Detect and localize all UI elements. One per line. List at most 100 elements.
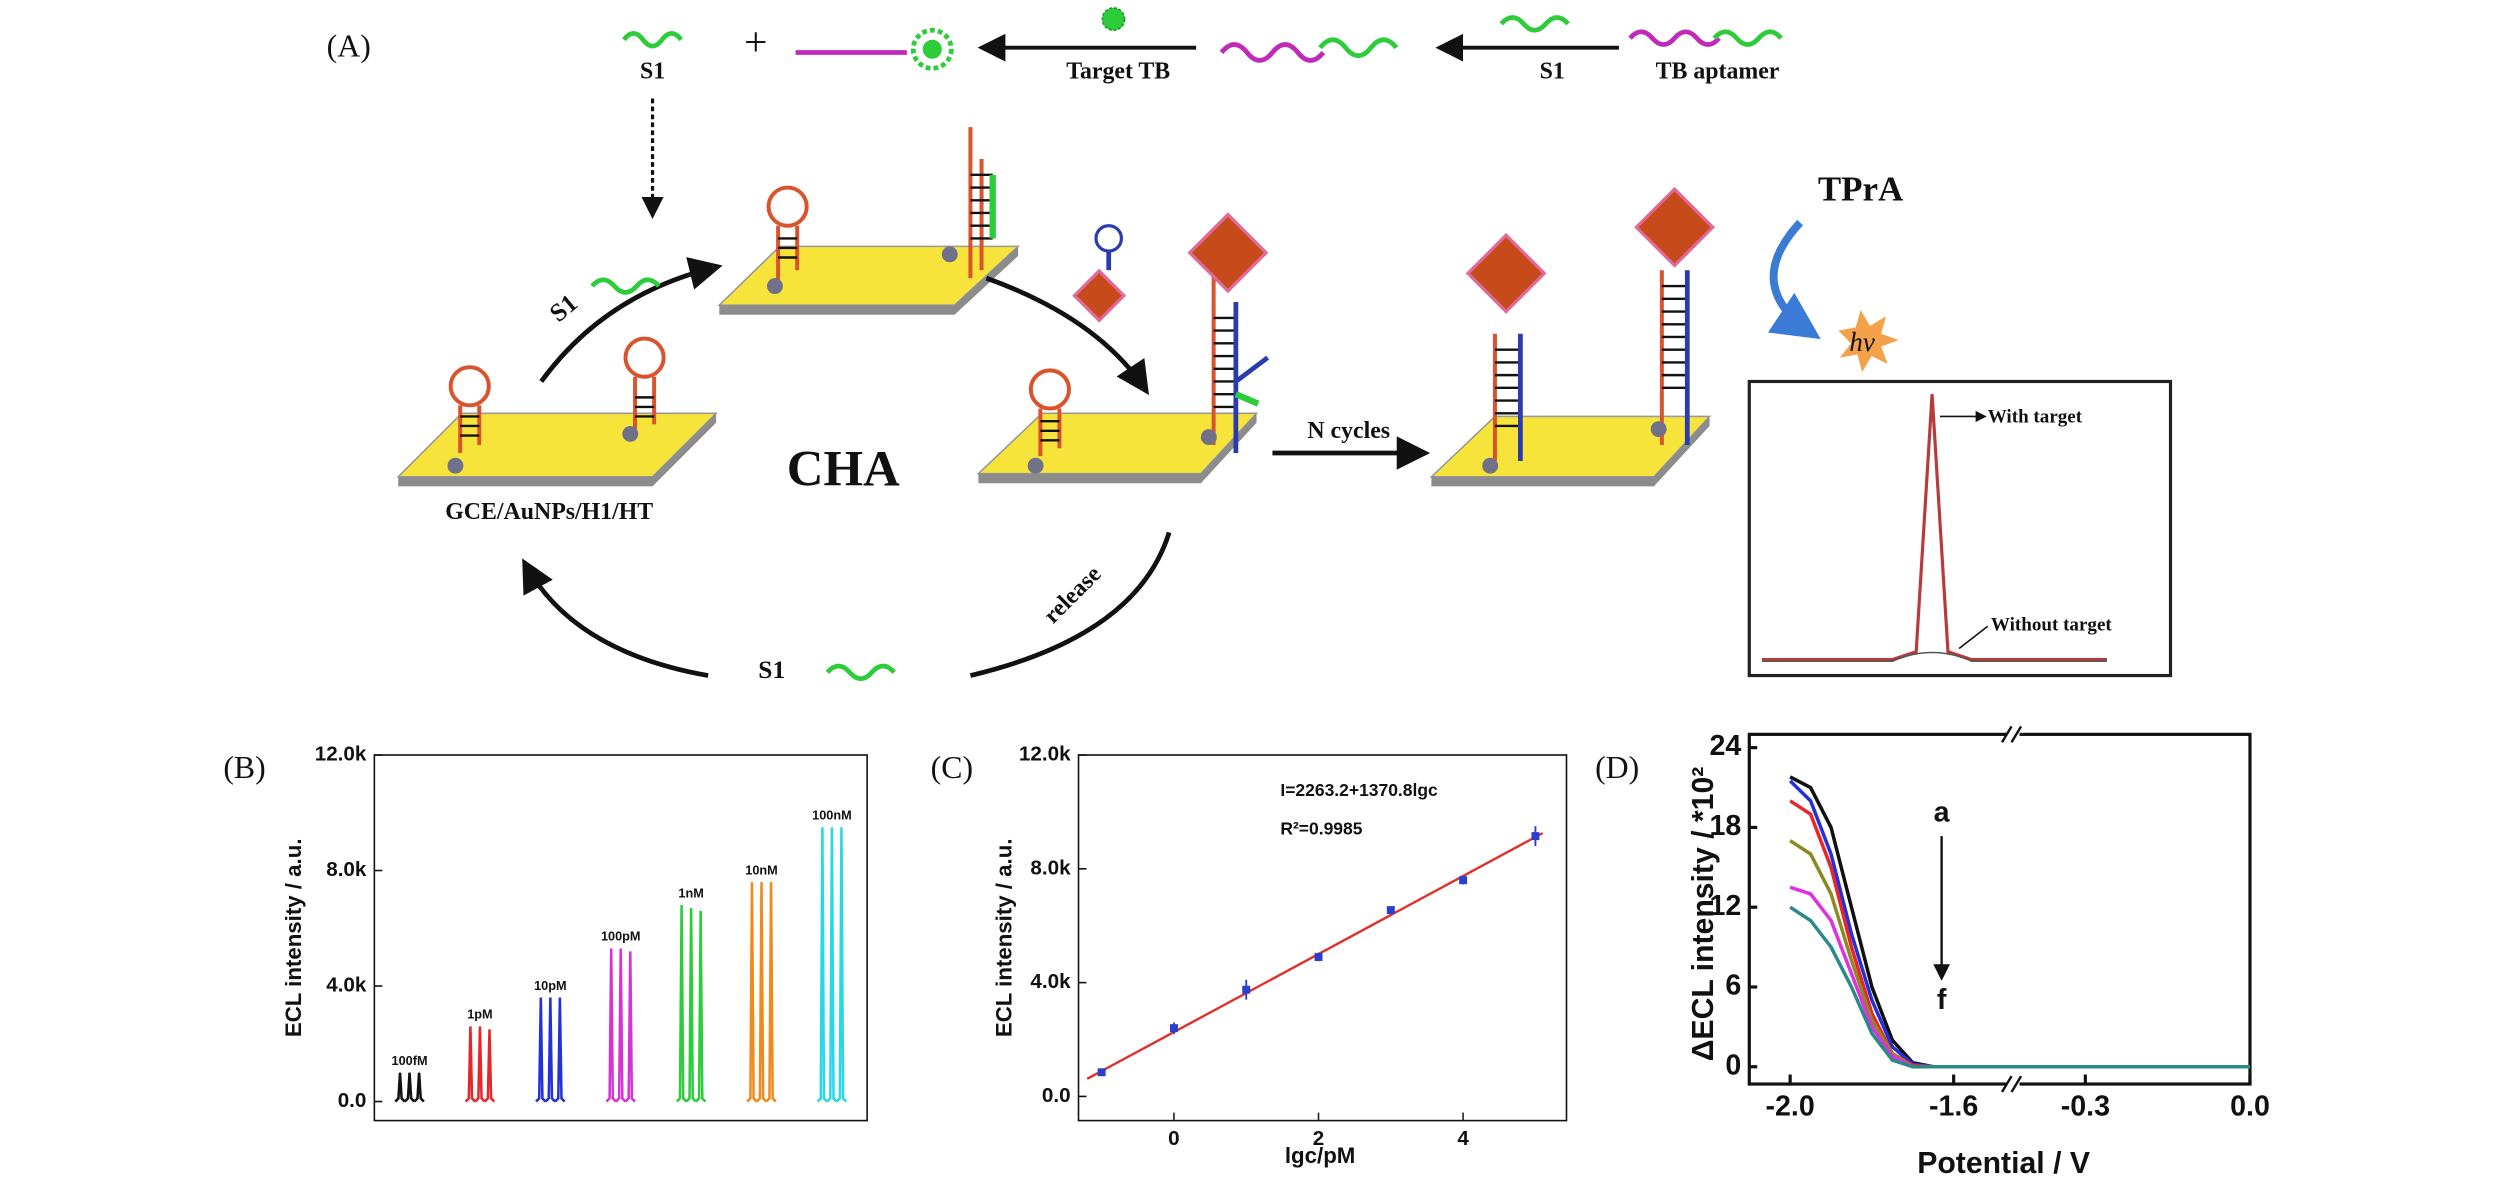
electrode-plate — [976, 412, 1259, 484]
electrode-plate — [396, 412, 719, 487]
x-tick-label: -2.0 — [1765, 1090, 1814, 1122]
peak — [554, 997, 566, 1103]
panel-a: (A) S1 + Target TB S1 TB aptamer — [327, 7, 2173, 684]
s1-strand — [622, 31, 684, 49]
peak — [464, 1026, 477, 1103]
point — [1097, 1068, 1106, 1077]
peak — [694, 910, 707, 1103]
reagent-label: TPrA — [1818, 169, 1903, 208]
aptamer-strand — [1219, 42, 1326, 63]
electrode-label: GCE/AuNPs/H1/HT — [445, 499, 653, 525]
peak — [835, 827, 848, 1103]
peak — [675, 905, 688, 1103]
x-tick-label: 2 — [1313, 1127, 1325, 1150]
peak — [394, 1072, 406, 1103]
s1-strand — [1499, 15, 1570, 33]
category-label: 100nM — [812, 807, 852, 822]
s1-label: S1 — [640, 59, 665, 85]
series-line — [1789, 775, 2250, 1069]
x-tick-label: 4 — [1457, 1127, 1469, 1150]
peak — [535, 997, 547, 1103]
s1-strand — [1318, 37, 1399, 58]
cycle-arrows — [522, 257, 1431, 678]
point — [1386, 906, 1395, 915]
annotation: Without target — [1991, 615, 2113, 636]
panel-label: (B) — [223, 750, 265, 785]
nanoparticle-labels — [1072, 186, 1716, 323]
x-tick-label: 0.0 — [2230, 1090, 2270, 1122]
axis-break — [2000, 725, 2023, 743]
target-dot — [922, 39, 942, 59]
point — [1531, 832, 1540, 841]
peak — [746, 882, 758, 1103]
point — [1314, 953, 1323, 961]
aptamer-strand — [1628, 29, 1721, 47]
y-tick-label: 24 — [1710, 730, 1742, 762]
point — [1169, 1024, 1178, 1033]
peak — [413, 1072, 425, 1103]
target-complex — [910, 27, 954, 71]
electrode-plate — [1429, 415, 1712, 487]
s1-strand — [1712, 29, 1783, 47]
center-label: CHA — [787, 441, 900, 497]
y-axis-label: ΔECL intensity / *10² — [1687, 767, 1720, 1062]
annotation: With target — [1988, 406, 2083, 427]
baseline-curve — [1761, 651, 2107, 663]
peak — [605, 948, 617, 1103]
s1-strand — [1234, 391, 1260, 407]
pointer — [1958, 625, 1989, 650]
emission-label: hv — [1849, 327, 1875, 357]
y-tick-label: 4.0k — [1030, 970, 1071, 993]
cycles-label: N cycles — [1307, 418, 1390, 444]
point — [1459, 876, 1468, 885]
peak — [816, 827, 829, 1103]
electrode-plate — [717, 245, 1021, 315]
peak — [474, 1026, 486, 1103]
release-label: release — [1039, 561, 1107, 629]
category-label: 10pM — [534, 978, 566, 993]
y-axis-label: ECL intensity / a.u. — [281, 838, 306, 1037]
peak — [483, 1029, 496, 1103]
y-tick-label: 18 — [1710, 810, 1742, 842]
peak — [544, 997, 557, 1103]
y-tick-label: 0 — [1725, 1049, 1741, 1081]
panel-label: (A) — [327, 29, 371, 64]
y-tick-label: 0.0 — [1042, 1084, 1071, 1107]
category-label: 100fM — [392, 1053, 428, 1068]
y-tick-label: 6 — [1725, 970, 1741, 1002]
plot-frame — [373, 754, 868, 1122]
peak — [685, 908, 697, 1103]
plot-frame — [1077, 754, 1568, 1122]
peak — [624, 951, 636, 1103]
annotation: a — [1934, 796, 1951, 828]
y-tick-label: 12.0k — [1019, 742, 1071, 765]
signal-curve — [1761, 394, 2107, 662]
target-label: Target TB — [1066, 59, 1170, 85]
peak — [826, 827, 838, 1103]
point — [1242, 985, 1251, 994]
panel-label: (D) — [1595, 750, 1639, 785]
annotation: f — [1937, 984, 1947, 1016]
annotation: I=2263.2+1370.8lgc — [1280, 780, 1438, 800]
category-label: 100pM — [601, 929, 641, 944]
category-label: 1pM — [467, 1007, 492, 1022]
y-tick-label: 4.0k — [326, 973, 367, 996]
h2-strands — [1094, 224, 1690, 461]
x-axis-label: Potential / V — [1917, 1147, 2090, 1180]
reaction-arrow — [1767, 219, 1821, 340]
peak — [755, 882, 768, 1103]
y-tick-label: 8.0k — [326, 858, 367, 881]
annotation: R²=0.9985 — [1280, 818, 1362, 838]
axis-break — [2000, 1075, 2023, 1093]
category-label: 10nM — [745, 862, 777, 877]
y-tick-label: 8.0k — [1030, 856, 1071, 879]
x-tick-label: -0.3 — [2061, 1090, 2110, 1122]
peak — [765, 882, 777, 1103]
y-tick-label: 12 — [1710, 890, 1742, 922]
y-tick-label: 0.0 — [338, 1089, 367, 1112]
star-markers — [447, 246, 1667, 474]
category-label: 1nM — [678, 885, 703, 900]
s1-label: S1 — [544, 288, 583, 327]
s1-strand — [590, 277, 661, 295]
inset-box — [1747, 379, 2173, 678]
